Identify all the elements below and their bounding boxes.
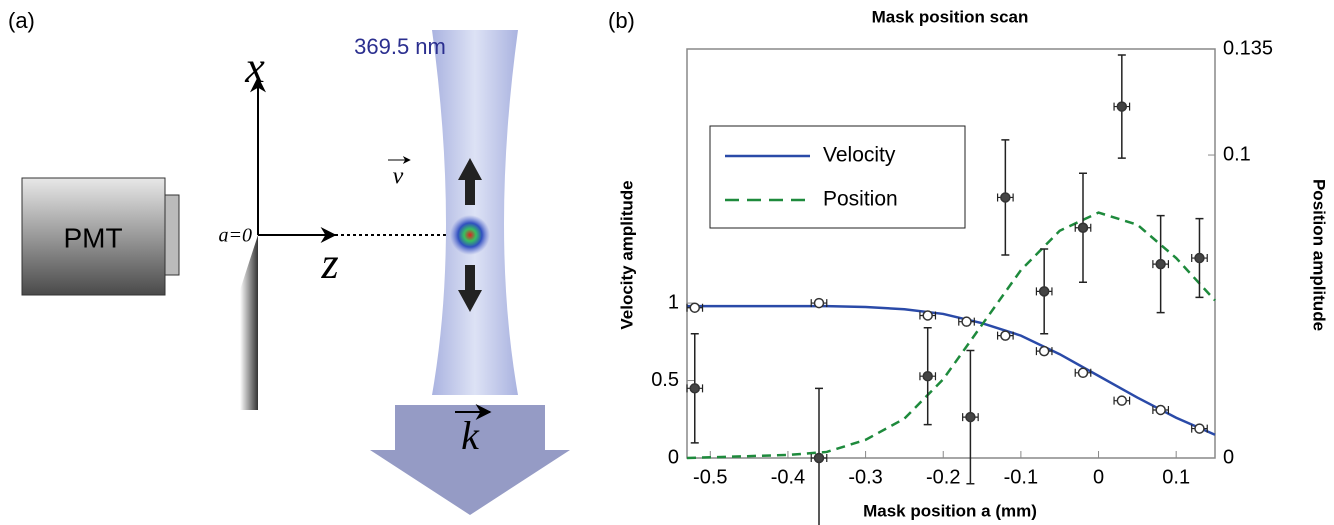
data-point <box>1117 396 1126 405</box>
x-axis-label: Mask position a (mm) <box>863 501 1037 520</box>
wavevector-symbol: k <box>461 413 480 458</box>
z-axis-symbol: z <box>320 239 338 288</box>
legend-box <box>710 126 965 228</box>
x-tick-label: 0 <box>1093 466 1104 488</box>
diagram: (a) PMT x z a=0 369.5 nm v k <box>8 8 570 515</box>
y2-tick-label: 0.135 <box>1223 37 1273 59</box>
y-tick-label: 1 <box>668 291 679 313</box>
data-point <box>923 372 932 381</box>
x-tick-label: -0.2 <box>926 466 960 488</box>
data-point <box>1117 102 1126 111</box>
data-point <box>966 413 975 422</box>
data-point <box>1040 287 1049 296</box>
data-point <box>815 299 824 308</box>
velocity-symbol: v <box>393 164 404 190</box>
data-point <box>923 311 932 320</box>
chart: (b) Mask position scan Mask position a (… <box>608 7 1329 525</box>
chart-title: Mask position scan <box>872 7 1029 26</box>
legend-label: Velocity <box>823 144 896 167</box>
y2-axis-label: Position amplitude <box>1310 179 1329 331</box>
data-point <box>962 317 971 326</box>
x-tick-label: -0.4 <box>771 466 805 488</box>
figure: (a) PMT x z a=0 369.5 nm v k (b) Mask po… <box>0 0 1334 525</box>
mask-origin: a=0 <box>219 225 253 247</box>
data-point <box>1001 331 1010 340</box>
data-point <box>1156 405 1165 414</box>
data-point <box>690 384 699 393</box>
y2-tick-label: 0 <box>1223 446 1234 468</box>
x-axis-symbol: x <box>244 43 265 92</box>
data-point <box>1195 424 1204 433</box>
pmt-label: PMT <box>63 222 122 253</box>
legend-label: Position <box>823 188 898 211</box>
panel-label: (a) <box>8 8 35 33</box>
data-point <box>690 303 699 312</box>
data-point <box>1079 223 1088 232</box>
x-tick-label: -0.3 <box>848 466 882 488</box>
y2-tick-label: 0.1 <box>1223 143 1251 165</box>
x-tick-label: -0.1 <box>1004 466 1038 488</box>
series-line <box>687 213 1215 458</box>
laser-beam <box>432 30 518 395</box>
panel-label: (b) <box>608 8 635 33</box>
data-point <box>1195 254 1204 263</box>
mask <box>240 235 258 410</box>
data-point <box>1079 368 1088 377</box>
data-point <box>1156 260 1165 269</box>
x-tick-label: -0.5 <box>693 466 727 488</box>
x-tick-label: 0.1 <box>1162 466 1190 488</box>
ion <box>450 215 490 255</box>
data-point <box>815 454 824 463</box>
pmt-window <box>165 195 179 275</box>
data-point <box>1040 347 1049 356</box>
data-point <box>1001 193 1010 202</box>
y-axis-label: Velocity amplitude <box>617 180 636 329</box>
wavelength: 369.5 nm <box>354 34 446 59</box>
y-tick-label: 0 <box>668 446 679 468</box>
y-tick-label: 0.5 <box>651 369 679 391</box>
